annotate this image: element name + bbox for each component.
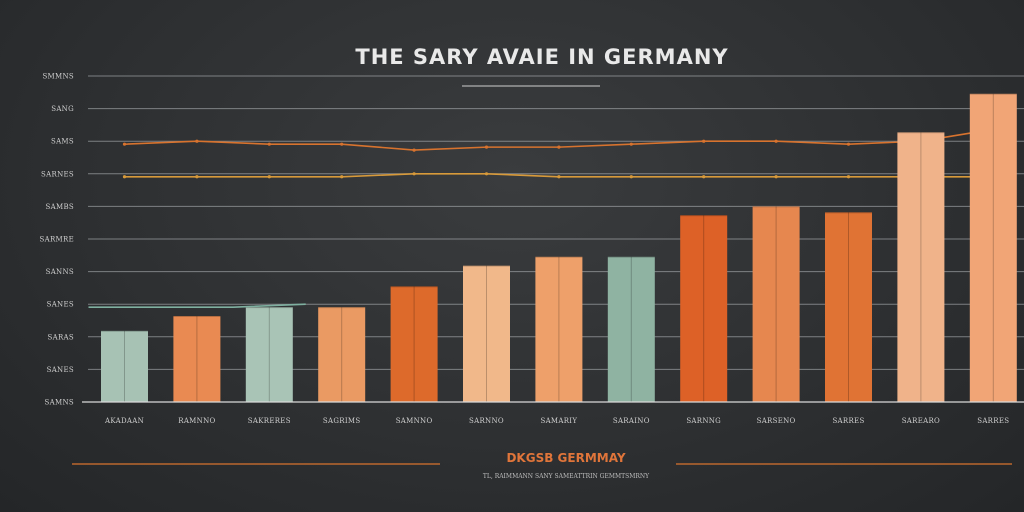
chart-subtitle: DKGSB GERMMAY [506, 451, 625, 465]
trend-point [774, 175, 778, 179]
x-tick-label: SARRES [977, 417, 1009, 425]
trend-point [195, 175, 199, 179]
trend-point [484, 172, 489, 176]
trend-point [557, 175, 561, 179]
y-tick-label: SARMRE [40, 236, 74, 244]
y-tick-label: SARAS [48, 333, 74, 341]
trend-point [846, 175, 851, 179]
x-tick-label: SAGRIMS [323, 417, 361, 425]
x-tick-label: SAKRERES [248, 417, 291, 425]
bar [969, 93, 1017, 403]
bar [245, 307, 293, 402]
trend-point [122, 142, 127, 146]
x-tick-label: AKADAAN [104, 417, 144, 425]
y-tick-label: SANES [47, 301, 74, 309]
y-tick-label: SMMNS [42, 73, 74, 81]
trend-point [122, 175, 127, 179]
x-tick-label: SARRES [832, 417, 864, 425]
y-tick-label: SAMNS [45, 399, 74, 407]
trend-point [412, 148, 416, 152]
bar [463, 265, 510, 402]
y-tick-label: SAMBS [46, 203, 74, 211]
bar [607, 256, 655, 402]
bar [173, 316, 221, 402]
trend-point [557, 145, 561, 149]
trend-point [629, 175, 633, 179]
chart-caption: TL, RAIMMANN SANY SAMEATTRIN GEMMTSMRNY [483, 473, 650, 480]
trend-point [846, 142, 851, 146]
bar [101, 330, 148, 402]
trend-point [267, 142, 271, 146]
x-tick-label: SARNNG [686, 417, 721, 425]
x-tick-label: SARSENO [757, 417, 796, 425]
bar [897, 132, 945, 403]
trend-point [702, 139, 706, 143]
y-tick-label: SANG [51, 105, 74, 113]
x-axis-tick-labels: AKADAAN RAMNNO SAKRERES SAGRIMS SAMNNO SARNNO… [104, 417, 1009, 425]
trend-point [629, 142, 633, 146]
bar [390, 286, 438, 402]
trend-point [774, 139, 778, 143]
chart-title: THE SARY AVAIE IN GERMANY [355, 45, 728, 69]
y-tick-label: SARNES [41, 170, 74, 178]
trend-point [340, 175, 344, 179]
x-tick-label: SAREARO [902, 417, 940, 425]
bar [752, 206, 800, 402]
x-tick-label: SAMNNO [396, 417, 433, 425]
y-tick-label: SAMS [51, 138, 74, 146]
trend-point [267, 175, 271, 179]
trend-point [412, 172, 416, 176]
y-tick-label: SANES [47, 366, 74, 374]
y-tick-label: SANNS [46, 268, 74, 276]
trend-point [195, 139, 199, 143]
y-axis-tick-labels: SMMNS SANG SAMS SARNES SAMBS SARMRE SANNS SANES… [40, 73, 74, 407]
trend-point [340, 142, 344, 146]
bar [825, 212, 872, 402]
bar [535, 256, 583, 402]
x-tick-label: SARAINO [613, 417, 650, 425]
bar [680, 215, 728, 402]
x-tick-label: SAMARIY [540, 417, 577, 425]
x-tick-label: RAMNNO [178, 417, 215, 425]
trend-point [702, 175, 706, 179]
trend-line [88, 303, 306, 308]
x-tick-label: SARNNO [469, 417, 504, 425]
bar [318, 307, 366, 402]
trend-lines [88, 127, 995, 308]
trend-point [484, 145, 489, 149]
bars [101, 93, 1017, 403]
